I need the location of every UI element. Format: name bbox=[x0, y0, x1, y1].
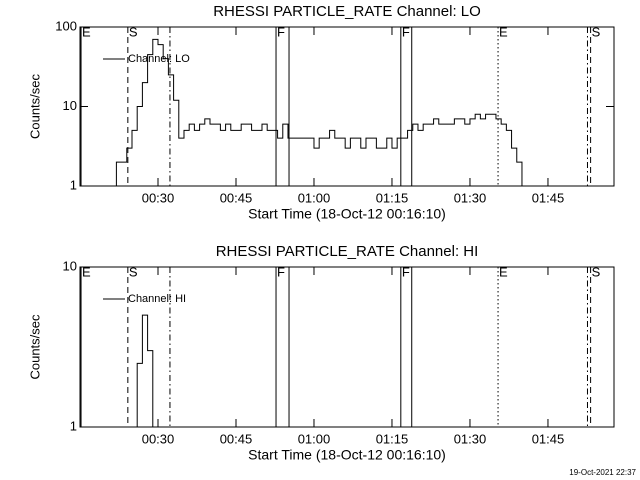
event-label: F bbox=[402, 264, 410, 279]
x-tick-label: 00:30 bbox=[142, 431, 175, 446]
chart-title: RHESSI PARTICLE_RATE Channel: HI bbox=[216, 243, 479, 260]
y-tick-label: 10 bbox=[63, 258, 77, 273]
x-tick-label: 01:45 bbox=[532, 431, 565, 446]
event-label: F bbox=[277, 24, 285, 39]
event-label: S bbox=[592, 24, 601, 39]
event-label: E bbox=[499, 24, 508, 39]
x-tick-label: 01:45 bbox=[532, 190, 565, 205]
event-label: S bbox=[592, 264, 601, 279]
legend-label: Channel: HI bbox=[128, 293, 186, 305]
event-label: S bbox=[129, 24, 138, 39]
y-tick-label: 10 bbox=[63, 98, 77, 113]
chart-title: RHESSI PARTICLE_RATE Channel: LO bbox=[213, 3, 481, 20]
x-tick-label: 01:15 bbox=[376, 190, 409, 205]
x-tick-label: 00:45 bbox=[220, 190, 253, 205]
x-tick-label: 00:30 bbox=[142, 190, 175, 205]
event-label: F bbox=[277, 264, 285, 279]
x-tick-label: 01:00 bbox=[298, 431, 331, 446]
y-axis-label: Counts/sec bbox=[27, 314, 42, 380]
y-tick-label: 100 bbox=[55, 18, 77, 33]
plot-frame bbox=[79, 266, 615, 428]
event-label: E bbox=[82, 24, 91, 39]
legend-label: Channel: LO bbox=[128, 53, 190, 65]
event-label: E bbox=[499, 264, 508, 279]
event-label: F bbox=[402, 24, 410, 39]
data-line bbox=[85, 38, 590, 187]
x-tick-label: 00:45 bbox=[220, 431, 253, 446]
y-tick-label: 1 bbox=[70, 177, 77, 192]
data-line bbox=[131, 314, 154, 428]
event-label: E bbox=[82, 264, 91, 279]
event-label: S bbox=[129, 264, 138, 279]
y-axis-label: Counts/sec bbox=[27, 73, 42, 139]
y-tick-label: 1 bbox=[70, 418, 77, 433]
x-axis-label: Start Time (18-Oct-12 00:16:10) bbox=[248, 447, 446, 463]
x-tick-label: 01:15 bbox=[376, 431, 409, 446]
x-tick-label: 01:00 bbox=[298, 190, 331, 205]
x-tick-label: 01:30 bbox=[454, 190, 487, 205]
x-tick-label: 01:30 bbox=[454, 431, 487, 446]
footer: 19-Oct-2021 22:37 bbox=[569, 468, 636, 477]
x-axis-label: Start Time (18-Oct-12 00:16:10) bbox=[248, 206, 446, 222]
